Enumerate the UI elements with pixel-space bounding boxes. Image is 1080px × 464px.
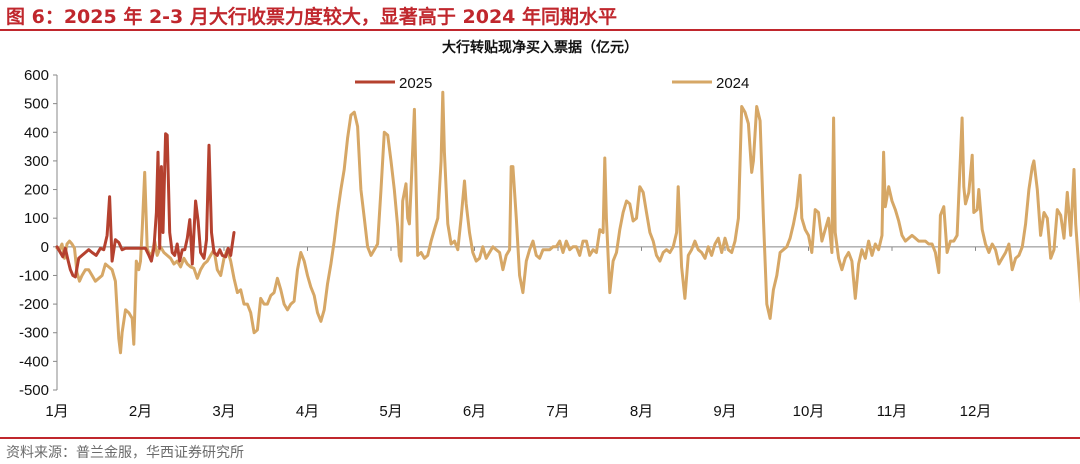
x-tick-label: 2月 [129, 403, 152, 420]
y-tick-label: -500 [19, 382, 49, 399]
figure-title: 图 6：2025 年 2-3 月大行收票力度较大，显著高于 2024 年同期水平 [6, 6, 617, 28]
y-tick-label: 200 [24, 182, 49, 199]
y-axis: 600 500 400 300 200 100 0 -100 -200 -300 -400 -500 [19, 67, 58, 399]
x-tick-label: 12月 [960, 403, 992, 420]
series-layer [55, 90, 1080, 355]
y-tick-label: 300 [24, 153, 49, 170]
x-tick-label: 10月 [793, 403, 825, 420]
x-tick-label: 11月 [877, 403, 908, 420]
x-axis: 1月 2月 3月 4月 5月 6月 7月 8月 9月 10月 11月 12月 [45, 246, 1058, 420]
x-tick-label: 1月 [45, 403, 68, 420]
y-tick-label: 0 [41, 239, 49, 256]
y-tick-label: 600 [24, 67, 49, 84]
y-tick-label: 400 [24, 124, 49, 141]
x-tick-label: 6月 [463, 403, 486, 420]
title-divider [0, 29, 1080, 31]
series-line-2025 [55, 132, 236, 279]
y-tick-label: -200 [19, 296, 49, 313]
legend: 2025 2024 [355, 75, 749, 92]
footer-divider [0, 437, 1080, 439]
legend-label-2025: 2025 [399, 75, 432, 92]
x-tick-label: 9月 [713, 403, 736, 420]
x-tick-label: 7月 [546, 403, 569, 420]
y-tick-label: -300 [19, 325, 49, 342]
y-tick-label: 100 [24, 210, 49, 227]
chart-title: 大行转贴现净买入票据（亿元） [442, 39, 638, 56]
y-tick-label: 500 [24, 96, 49, 113]
y-tick-label: -400 [19, 353, 49, 370]
y-tick-label: -100 [19, 267, 49, 284]
series-line-2024 [55, 90, 1080, 355]
x-tick-label: 3月 [212, 403, 235, 420]
source-note: 资料来源：普兰金服，华西证券研究所 [6, 445, 244, 461]
x-tick-label: 4月 [296, 403, 319, 420]
legend-label-2024: 2024 [716, 75, 749, 92]
x-tick-label: 5月 [379, 403, 402, 420]
x-tick-label: 8月 [630, 403, 653, 420]
